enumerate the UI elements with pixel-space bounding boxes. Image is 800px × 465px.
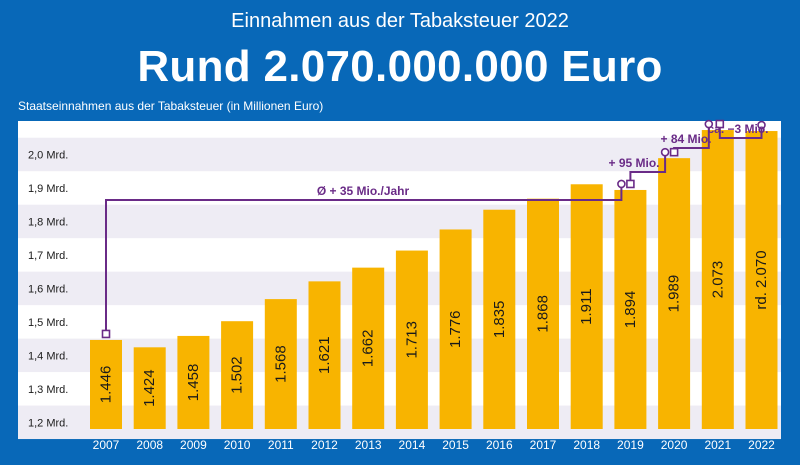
- x-tick-label: 2021: [704, 438, 731, 452]
- bar-value-label: 1.713: [403, 321, 420, 359]
- annotation-average-marker: [101, 329, 111, 339]
- y-tick-label: 2,0 Mrd.: [28, 149, 68, 161]
- x-tick-label: 2010: [224, 438, 251, 452]
- x-tick-label: 2019: [617, 438, 644, 452]
- bar-value-label: 1.868: [535, 295, 552, 333]
- bar: [745, 131, 778, 430]
- x-tick-label: 2015: [442, 438, 469, 452]
- annotation-2021-marker: [669, 147, 679, 157]
- bar: [527, 198, 559, 429]
- annotation-2022-line: [718, 124, 763, 139]
- annotation-2022-marker: [715, 119, 725, 129]
- bar: [395, 250, 428, 429]
- bar-value-label: rd. 2.070: [753, 250, 770, 309]
- annotation-2020-label: + 95 Mio.: [608, 156, 659, 170]
- bar: [658, 158, 691, 429]
- chart-subtitle: Staatseinnahmen aus der Tabaksteuer (in …: [18, 99, 324, 113]
- bar: [614, 189, 647, 429]
- bar-value-label: 1.424: [141, 369, 158, 407]
- y-axis-ticks: 1,2 Mrd. 1,3 Mrd. 1,4 Mrd. 1,5 Mrd. 1,6 Mrd.…: [28, 149, 68, 429]
- y-tick-label: 1,5 Mrd.: [28, 317, 68, 329]
- y-tick-label: 1,8 Mrd.: [28, 216, 68, 228]
- bar: [483, 209, 516, 429]
- bar-value-label: 2.073: [709, 261, 726, 299]
- annotation-2022-marker: [757, 120, 766, 130]
- annotation-2021-marker: [704, 119, 714, 129]
- x-tick-label: 2022: [748, 438, 775, 452]
- bar: [701, 130, 734, 429]
- bar: [570, 184, 603, 429]
- chart-title: Einnahmen aus der Tabaksteuer 2022: [231, 10, 569, 32]
- x-tick-label: 2013: [355, 438, 382, 452]
- y-tick-label: 1,7 Mrd.: [28, 250, 68, 262]
- bar-value-label: 1.502: [229, 356, 246, 394]
- x-tick-label: 2016: [486, 438, 513, 452]
- bar-value-label: 1.776: [447, 310, 464, 348]
- annotation-average-marker: [617, 179, 626, 189]
- annotation-average-label: Ø + 35 Mio./Jahr: [317, 184, 410, 198]
- bar: [352, 267, 385, 429]
- x-axis-ticks: 2007 2008 2009 2010 2011 2012 2013 2014 2015 2016…: [93, 438, 776, 452]
- bar: [177, 335, 210, 429]
- x-tick-label: 2012: [311, 438, 338, 452]
- annotation-2020-marker: [660, 147, 670, 157]
- annotation-average-line: [105, 183, 623, 334]
- grid-band: [18, 204, 781, 239]
- y-tick-label: 1,9 Mrd.: [28, 183, 68, 195]
- bar-value-label: 1.835: [491, 301, 508, 339]
- annotation-2020-line: [629, 152, 667, 184]
- bar-value-label: 1.894: [622, 291, 639, 329]
- bar-value-label: 1.446: [98, 366, 115, 404]
- bar-value-label: 1.911: [578, 288, 595, 324]
- x-tick-label: 2014: [399, 438, 426, 452]
- annotation-2021-label: + 84 Mio.: [660, 132, 711, 146]
- bar: [221, 321, 254, 429]
- x-tick-label: 2018: [573, 438, 600, 452]
- bar-value-label: 1.458: [185, 364, 202, 402]
- x-tick-label: 2020: [661, 438, 688, 452]
- x-tick-label: 2009: [180, 438, 207, 452]
- grid-band: [18, 137, 781, 172]
- y-tick-label: 1,3 Mrd.: [28, 384, 68, 396]
- annotations: Ø + 35 Mio./Jahr + 95 Mio.+ 84 Mio.ca. −3…: [101, 119, 769, 339]
- bars: [90, 130, 778, 430]
- bar-value-label: 1.568: [272, 345, 289, 383]
- headline-total: Rund 2.070.000.000 Euro: [137, 42, 663, 91]
- bar: [439, 229, 472, 429]
- bar-value-labels: 1.446 1.424 1.458 1.502 1.568 1.621 1.662 1.713…: [98, 250, 771, 407]
- annotation-2022-label: ca. −3 Mio.: [707, 122, 768, 136]
- bar: [264, 299, 297, 429]
- annotation-2020-marker: [626, 179, 635, 189]
- bar: [133, 347, 166, 429]
- y-tick-label: 1,4 Mrd.: [28, 350, 68, 362]
- bar-value-label: 1.621: [316, 336, 333, 374]
- y-tick-label: 1,2 Mrd.: [28, 417, 68, 429]
- x-tick-label: 2017: [530, 438, 557, 452]
- x-tick-label: 2011: [268, 438, 294, 452]
- bar: [308, 281, 341, 429]
- y-tick-label: 1,6 Mrd.: [28, 283, 68, 295]
- bar-value-label: 1.662: [360, 330, 377, 368]
- bar-value-label: 1.989: [666, 275, 683, 313]
- x-tick-label: 2008: [136, 438, 163, 452]
- bar: [90, 339, 122, 429]
- x-tick-label: 2007: [93, 438, 120, 452]
